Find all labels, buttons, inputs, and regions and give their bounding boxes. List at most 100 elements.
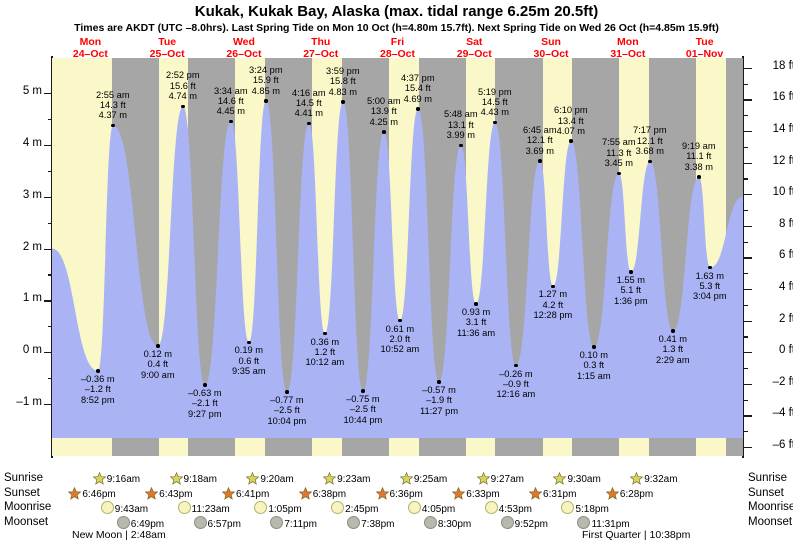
- sunrise-entry-6: 9:30am: [553, 472, 601, 485]
- tide-extreme-dot: [437, 379, 441, 384]
- annotation-line-1: 14.6 ft: [217, 95, 244, 106]
- y-tick-right-minor: [744, 209, 748, 212]
- annotation-line-1: 14.5 ft: [295, 97, 322, 108]
- day-label-8: Tue 01–Nov: [666, 36, 744, 60]
- day-label-6: Sun 30–Oct: [512, 36, 590, 60]
- moonset-time: 8:30pm: [437, 518, 472, 530]
- moon-icon: [177, 501, 191, 514]
- low-tide-annotation: 0.36 m 1.2 ft 10:12 am: [306, 337, 345, 368]
- high-tide-annotation: 4:37 pm 15.4 ft 4.69 m: [401, 73, 435, 104]
- high-tide-annotation: 9:19 am 11.1 ft 3.38 m: [682, 141, 716, 172]
- y-label-right: –2 ft: [772, 375, 793, 388]
- annotation-line-2: 10:44 pm: [343, 414, 383, 425]
- day-of-week: Mon: [79, 36, 102, 48]
- moonset-time: 9:52pm: [514, 518, 549, 530]
- annotation-line-2: 9:35 am: [232, 366, 266, 377]
- tide-extreme-dot: [247, 340, 251, 345]
- y-label-right: 10 ft: [772, 186, 793, 199]
- annotation-line-1: 15.9 ft: [252, 75, 279, 86]
- moonrise-entry-6: 5:18pm: [561, 501, 609, 515]
- annotation-line-2: 1:15 am: [577, 370, 611, 381]
- sunrise-time: 9:20am: [260, 474, 294, 485]
- annotation-line-2: 3.69 m: [525, 145, 554, 156]
- sunrise-time: 9:32am: [644, 474, 678, 485]
- moonset-entry-5: 9:52pm: [500, 515, 549, 530]
- astro-row-label-right-moonrise: Moonrise: [748, 501, 793, 513]
- annotation-line-1: 1.2 ft: [314, 346, 336, 357]
- annotation-line-2: 4.85 m: [251, 85, 280, 96]
- y-label-left: 2 m: [22, 240, 42, 253]
- y-tick-right-minor: [744, 83, 748, 85]
- y-tick-right: [744, 257, 752, 259]
- moonset-entry-2: 7:11pm: [270, 515, 317, 530]
- y-label-right: 14 ft: [772, 122, 793, 135]
- y-tick-left: [44, 300, 52, 302]
- sunset-entry-5: 6:33pm: [452, 486, 500, 500]
- y-tick-right: [744, 320, 752, 322]
- day-of-week: Thu: [311, 36, 331, 48]
- annotation-line-2: 4.41 m: [294, 108, 323, 119]
- low-tide-annotation: –0.77 m –2.5 ft 10:04 pm: [268, 395, 307, 426]
- annotation-line-1: 5.3 ft: [699, 281, 721, 292]
- tide-extreme-dot: [569, 139, 573, 143]
- y-tick-right: [744, 446, 752, 449]
- y-label-left: –1 m: [16, 396, 42, 408]
- y-tick-right: [744, 162, 752, 164]
- moonrise-time: 2:45pm: [345, 504, 379, 515]
- tide-extreme-dot: [629, 270, 633, 274]
- annotation-line-0: 3:34 am: [214, 85, 248, 96]
- high-tide-annotation: 7:55 am 11.3 ft 3.45 m: [602, 137, 636, 168]
- annotation-line-0: 0.41 m: [658, 333, 687, 344]
- moon-icon: [484, 501, 498, 514]
- day-label-5: Sat 29–Oct: [435, 36, 513, 60]
- y-tick-right-minor: [744, 367, 748, 370]
- y-label-right: 0 ft: [779, 344, 793, 357]
- annotation-line-1: –1.2 ft: [84, 384, 111, 395]
- star-icon: [399, 472, 413, 485]
- annotation-line-1: –1.9 ft: [426, 395, 452, 406]
- star-icon: [605, 486, 619, 500]
- tide-extreme-dot: [648, 159, 652, 164]
- sunset-time: 6:41pm: [235, 488, 270, 500]
- annotation-line-1: 14.5 ft: [481, 96, 508, 107]
- star-icon: [630, 472, 644, 485]
- sunrise-time: 9:18am: [183, 474, 217, 485]
- moonset-time: 7:38pm: [361, 518, 395, 530]
- sunrise-entry-3: 9:23am: [323, 472, 370, 485]
- annotation-line-0: 5:48 am: [444, 109, 478, 120]
- moonset-entry-4: 8:30pm: [423, 515, 472, 530]
- star-icon: [323, 472, 337, 485]
- annotation-line-2: 11:27 pm: [420, 405, 459, 416]
- tide-extreme-dot: [382, 130, 386, 134]
- tide-extreme-dot: [323, 331, 327, 336]
- high-tide-annotation: 5:48 am 13.1 ft 3.99 m: [444, 109, 478, 140]
- annotation-line-0: 9:19 am: [682, 140, 716, 151]
- star-icon: [553, 472, 567, 485]
- day-label-7: Mon 31–Oct: [589, 36, 667, 60]
- annotation-line-0: 7:55 am: [602, 137, 636, 148]
- y-tick-right-minor: [744, 241, 748, 243]
- day-label-2: Wed 26–Oct: [205, 36, 283, 60]
- y-label-right: 12 ft: [772, 154, 793, 167]
- y-label-right: 6 ft: [779, 249, 793, 262]
- sunrise-entry-1: 9:18am: [169, 472, 217, 485]
- annotation-line-1: –2.5 ft: [349, 404, 376, 415]
- y-tick-right-minor: [744, 146, 748, 148]
- high-tide-annotation: 7:17 pm 12.1 ft 3.68 m: [633, 125, 667, 156]
- day-label-4: Fri 28–Oct: [359, 36, 437, 60]
- day-label-1: Tue 25–Oct: [128, 36, 206, 60]
- day-labels-row: Mon 24–Oct Tue 25–Oct Wed 26–Oct Thu 27–Oct Fri 2…: [0, 36, 793, 64]
- high-tide-annotation: 3:24 pm 15.9 ft 4.85 m: [249, 65, 283, 96]
- annotation-line-2: 12:16 am: [496, 389, 536, 400]
- moonrise-entry-1: 11:23am: [177, 501, 230, 515]
- low-tide-annotation: 0.12 m 0.4 ft 9:00 am: [141, 349, 175, 380]
- low-tide-annotation: 0.19 m 0.6 ft 9:35 am: [232, 345, 266, 376]
- annotation-line-2: 4.07 m: [556, 126, 585, 137]
- day-date: 29–Oct: [456, 48, 492, 60]
- tide-extreme-dot: [96, 369, 100, 373]
- star-icon: [529, 486, 543, 500]
- high-tide-annotation: 4:16 am 14.5 ft 4.41 m: [292, 88, 326, 119]
- star-icon: [476, 472, 490, 485]
- high-tide-annotation: 2:55 am 14.3 ft 4.37 m: [96, 90, 130, 121]
- moonset-entry-6: 11:31pm: [577, 515, 630, 530]
